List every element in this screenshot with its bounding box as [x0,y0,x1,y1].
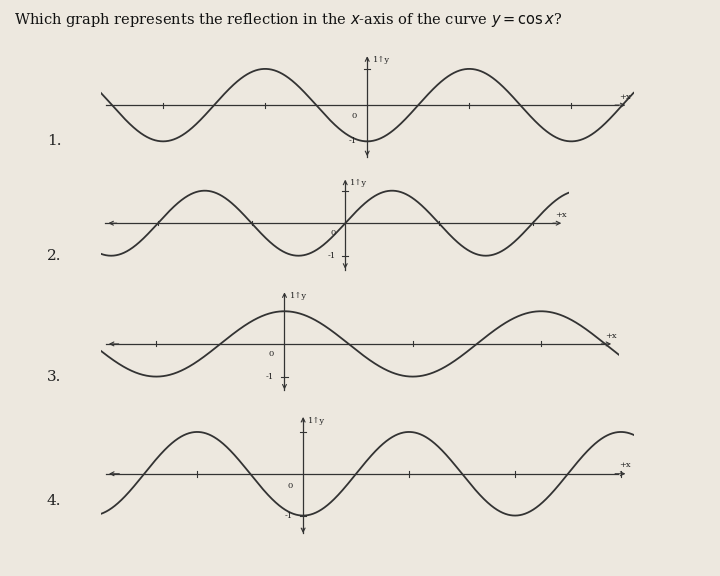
Text: 0: 0 [269,350,274,358]
Text: -1: -1 [266,373,274,381]
Text: 0: 0 [351,112,356,120]
Text: +x: +x [619,93,631,101]
Text: 1↑y: 1↑y [372,56,390,64]
Text: +x: +x [619,461,631,469]
Text: 0: 0 [287,482,292,490]
Text: 1.: 1. [47,134,61,148]
Text: 2.: 2. [47,249,61,263]
Text: Which graph represents the reflection in the $x$-axis of the curve $y = \cos x$?: Which graph represents the reflection in… [14,11,563,29]
Text: 1↑y: 1↑y [350,179,367,187]
Text: -1: -1 [348,137,356,145]
Text: -1: -1 [328,252,336,260]
Text: 1↑y: 1↑y [308,417,325,425]
Text: 3.: 3. [47,370,61,384]
Text: +x: +x [555,211,567,219]
Text: 4.: 4. [47,494,61,508]
Text: 1↑y: 1↑y [289,291,307,300]
Text: +x: +x [605,332,616,339]
Text: 0: 0 [330,229,336,237]
Text: -1: -1 [284,511,292,520]
